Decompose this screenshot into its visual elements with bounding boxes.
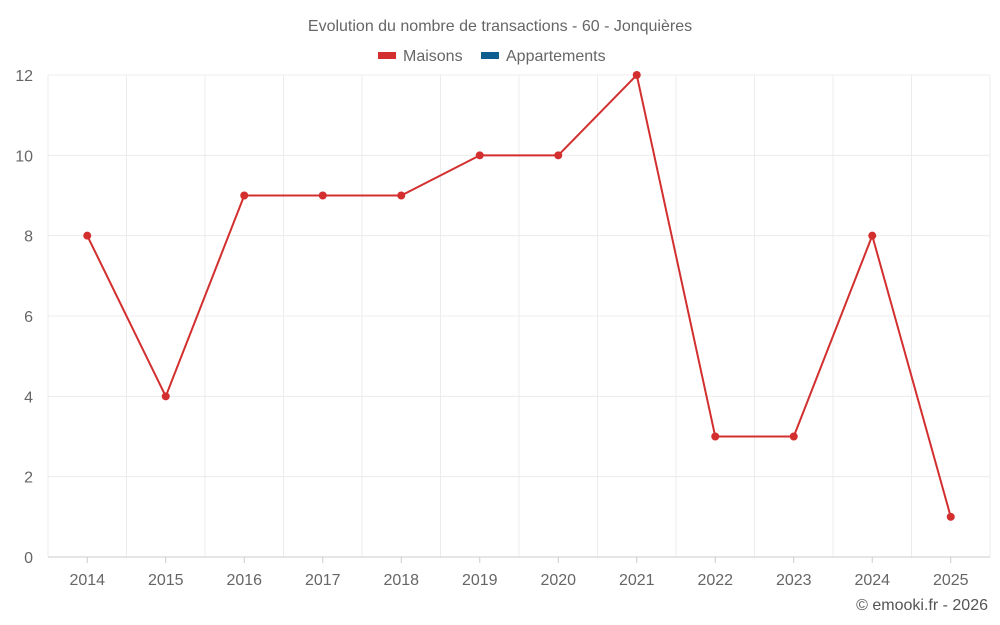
data-point[interactable] [161, 392, 170, 401]
y-tick-label: 8 [24, 229, 33, 246]
data-point[interactable] [240, 191, 249, 200]
data-point[interactable] [475, 151, 484, 160]
legend-label-appartements: Appartements [506, 48, 606, 65]
data-point[interactable] [397, 191, 406, 200]
y-tick-label: 12 [15, 68, 33, 85]
legend-swatch-maisons [378, 52, 396, 59]
data-point[interactable] [946, 512, 955, 521]
y-tick-label: 2 [24, 470, 33, 487]
x-tick-label: 2023 [776, 572, 812, 589]
data-point[interactable] [868, 231, 877, 240]
data-point[interactable] [554, 151, 563, 160]
x-tick-label: 2016 [226, 572, 262, 589]
x-tick-label: 2015 [148, 572, 184, 589]
y-tick-label: 10 [15, 148, 33, 165]
y-tick-label: 0 [24, 550, 33, 567]
series-maisons [83, 71, 955, 521]
x-tick-label: 2020 [540, 572, 576, 589]
x-tick-label: 2019 [462, 572, 498, 589]
legend-swatch-appartements [481, 52, 499, 59]
x-tick-label: 2022 [697, 572, 733, 589]
x-tick-label: 2024 [854, 572, 890, 589]
data-point[interactable] [632, 71, 641, 79]
series-line [86, 74, 952, 518]
data-point[interactable] [318, 191, 327, 200]
grid [47, 74, 991, 557]
chart-title: Evolution du nombre de transactions - 60… [308, 18, 692, 35]
y-tick-label: 4 [24, 389, 33, 406]
y-tick-label: 6 [24, 309, 33, 326]
x-tick-label: 2025 [933, 572, 969, 589]
x-tick-label: 2021 [619, 572, 655, 589]
credit-text: © emooki.fr - 2026 [856, 597, 988, 614]
x-axis: 2014 2015 2016 2017 2018 2019 2020 2021 2022 2023… [48, 556, 990, 589]
x-tick-label: 2018 [383, 572, 419, 589]
data-point[interactable] [711, 432, 720, 441]
data-point[interactable] [789, 432, 798, 441]
x-tick-label: 2014 [69, 572, 105, 589]
legend-item-appartements[interactable]: Appartements [481, 48, 606, 65]
legend-label-maisons: Maisons [403, 48, 463, 65]
y-axis: 0 2 4 6 8 10 12 [15, 68, 33, 567]
legend-item-maisons[interactable]: Maisons [378, 48, 463, 65]
legend: Maisons Appartements [378, 48, 606, 65]
x-tick-label: 2017 [305, 572, 341, 589]
data-point[interactable] [83, 231, 92, 240]
